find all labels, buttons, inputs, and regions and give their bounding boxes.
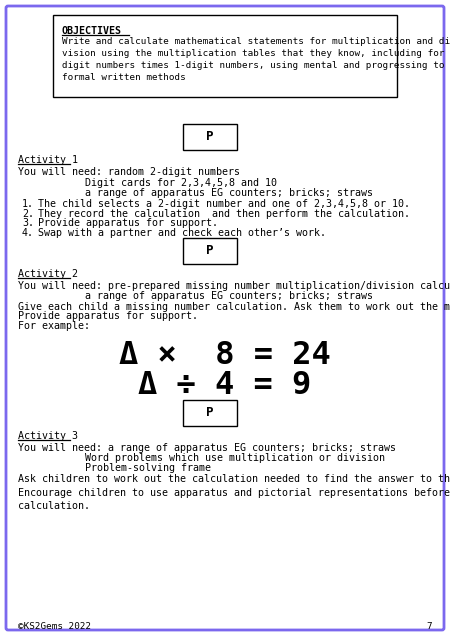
Text: Δ ÷ 4 = 9: Δ ÷ 4 = 9 <box>139 370 311 401</box>
Text: Provide apparatus for support.: Provide apparatus for support. <box>38 218 218 228</box>
Text: For example:: For example: <box>18 321 90 331</box>
Text: OBJECTIVES: OBJECTIVES <box>62 26 122 36</box>
Text: P: P <box>206 406 214 420</box>
Text: Activity 1: Activity 1 <box>18 155 78 165</box>
Text: Activity 2: Activity 2 <box>18 269 78 279</box>
Text: Δ ×  8 = 24: Δ × 8 = 24 <box>119 340 331 371</box>
Text: Word problems which use multiplication or division: Word problems which use multiplication o… <box>85 453 385 463</box>
Text: Digit cards for 2,3,4,5,8 and 10: Digit cards for 2,3,4,5,8 and 10 <box>85 178 277 188</box>
Text: 1.: 1. <box>22 199 34 209</box>
Text: The child selects a 2-digit number and one of 2,3,4,5,8 or 10.: The child selects a 2-digit number and o… <box>38 199 410 209</box>
Text: a range of apparatus EG counters; bricks; straws: a range of apparatus EG counters; bricks… <box>85 291 373 301</box>
FancyBboxPatch shape <box>183 400 237 426</box>
Text: Problem-solving frame: Problem-solving frame <box>85 463 211 473</box>
Text: 3.: 3. <box>22 218 34 228</box>
FancyBboxPatch shape <box>183 124 237 150</box>
Text: Give each child a missing number calculation. Ask them to work out the missing n: Give each child a missing number calcula… <box>18 302 450 312</box>
Text: P: P <box>206 130 214 144</box>
Text: 4.: 4. <box>22 228 34 238</box>
Text: Write and calculate mathematical statements for multiplication and di-
vision us: Write and calculate mathematical stateme… <box>62 37 450 83</box>
Text: They record the calculation  and then perform the calculation.: They record the calculation and then per… <box>38 209 410 219</box>
Text: Swap with a partner and check each other’s work.: Swap with a partner and check each other… <box>38 228 326 238</box>
Text: P: P <box>206 244 214 258</box>
Text: Provide apparatus for support.: Provide apparatus for support. <box>18 311 198 321</box>
Text: 2.: 2. <box>22 209 34 219</box>
Text: You will need: pre-prepared missing number multiplication/division calculations: You will need: pre-prepared missing numb… <box>18 281 450 291</box>
Text: a range of apparatus EG counters; bricks; straws: a range of apparatus EG counters; bricks… <box>85 188 373 198</box>
Text: Ask children to work out the calculation needed to find the answer to the word p: Ask children to work out the calculation… <box>18 474 450 511</box>
Text: 7: 7 <box>427 622 432 631</box>
FancyBboxPatch shape <box>6 6 444 630</box>
Text: ©KS2Gems 2022: ©KS2Gems 2022 <box>18 622 91 631</box>
Text: Activity 3: Activity 3 <box>18 431 78 441</box>
FancyBboxPatch shape <box>183 238 237 264</box>
Text: You will need: random 2-digit numbers: You will need: random 2-digit numbers <box>18 167 240 177</box>
Text: You will need: a range of apparatus EG counters; bricks; straws: You will need: a range of apparatus EG c… <box>18 443 396 453</box>
FancyBboxPatch shape <box>53 15 397 97</box>
